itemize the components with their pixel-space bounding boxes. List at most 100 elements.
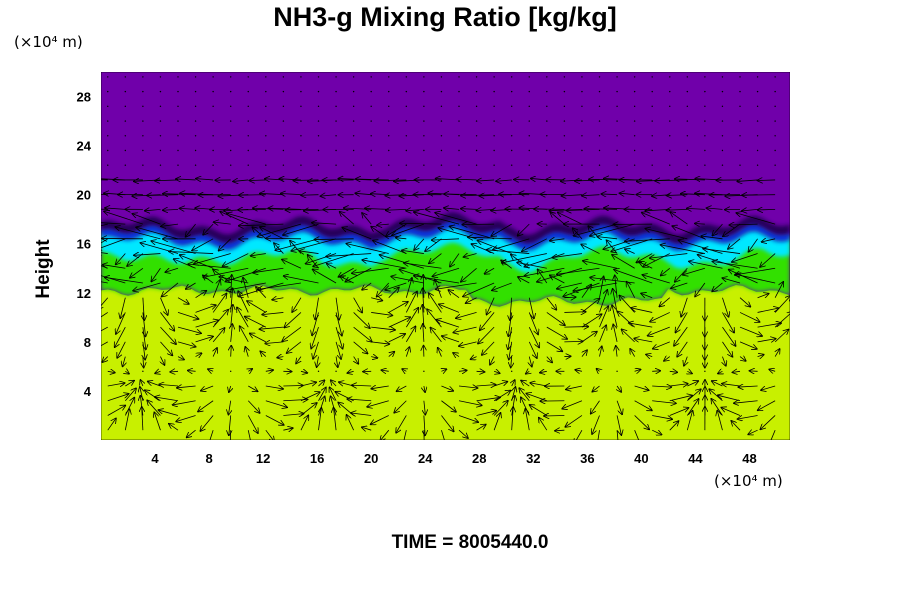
- vector-dot: [581, 164, 583, 166]
- vector-arrow: [659, 297, 671, 307]
- vector-dot: [633, 164, 636, 166]
- vector-arrow: [107, 394, 129, 402]
- vector-dot: [633, 90, 636, 93]
- vector-arrow: [397, 385, 407, 391]
- vector-arrow: [634, 400, 652, 411]
- x-tick-label: 36: [580, 451, 594, 466]
- vector-arrow: [284, 276, 319, 284]
- vector-arrow: [573, 282, 618, 291]
- vector-arrow: [683, 267, 706, 275]
- vector-dot: [124, 164, 127, 166]
- y-axis-unit: (×10⁴ m): [14, 33, 83, 51]
- vector-arrow: [227, 213, 266, 225]
- vector-arrow: [739, 326, 762, 336]
- vector-arrow: [552, 253, 583, 258]
- vector-arrow: [239, 224, 284, 226]
- vector-arrow: [188, 371, 196, 372]
- vector-dot: [546, 164, 548, 166]
- vector-arrow: [400, 269, 442, 284]
- vector-arrow: [722, 278, 741, 284]
- vector-arrow: [195, 353, 202, 356]
- vector-arrow: [494, 382, 507, 387]
- vector-arrow: [231, 289, 233, 313]
- vector-arrow: [687, 371, 691, 373]
- vector-dot: [563, 76, 566, 78]
- vector-arrow: [334, 408, 337, 431]
- vector-arrow: [251, 254, 266, 256]
- vector-dot: [756, 76, 759, 78]
- vector-arrow: [634, 369, 641, 371]
- vector-dot: [124, 76, 127, 78]
- vector-arrow: [405, 308, 418, 328]
- vector-arrow: [493, 391, 510, 402]
- vector-arrow: [260, 351, 265, 356]
- vector-arrow: [160, 356, 164, 365]
- vector-dot: [616, 105, 618, 108]
- vector-arrow: [160, 326, 176, 344]
- vector-arrow: [546, 312, 565, 325]
- y-tick-label: 28: [77, 90, 91, 105]
- vector-arrow: [611, 238, 653, 252]
- vector-arrow: [582, 350, 587, 357]
- vector-dot: [633, 105, 636, 108]
- vector-dot: [616, 149, 618, 152]
- vector-dot: [423, 164, 425, 166]
- vector-dot: [651, 90, 653, 93]
- vector-arrow: [223, 253, 249, 267]
- vector-dot: [352, 164, 355, 166]
- vector-arrow: [291, 238, 337, 251]
- vector-dot: [159, 105, 162, 108]
- vector-arrow: [575, 370, 583, 372]
- vector-arrow: [117, 341, 126, 358]
- vector-arrow: [348, 371, 354, 373]
- vector-dot: [563, 135, 566, 137]
- vector-arrow: [371, 298, 382, 301]
- y-tick-label: 16: [77, 237, 91, 252]
- vector-dot: [124, 90, 127, 93]
- vector-arrow: [318, 388, 326, 401]
- vector-dot: [107, 120, 109, 122]
- vector-arrow: [380, 255, 425, 269]
- vector-arrow: [371, 415, 389, 424]
- vector-arrow: [247, 415, 258, 432]
- vector-dot: [546, 135, 548, 137]
- vector-dot: [475, 90, 478, 93]
- vector-arrow: [599, 290, 608, 313]
- vector-dot: [388, 76, 390, 78]
- vector-arrow: [101, 208, 108, 210]
- vector-arrow: [313, 341, 319, 359]
- vector-arrow: [774, 312, 790, 328]
- vector-dot: [142, 76, 144, 78]
- vector-dot: [229, 105, 232, 108]
- vector-dot: [651, 164, 653, 166]
- vector-dot: [370, 90, 372, 93]
- vector-arrow: [453, 326, 477, 332]
- vector-arrow: [438, 348, 442, 357]
- vector-arrow: [737, 180, 758, 181]
- vector-arrow: [351, 413, 372, 415]
- vector-arrow: [687, 389, 700, 402]
- vector-arrow: [116, 253, 126, 265]
- vector-dot: [721, 164, 724, 166]
- vector-arrow: [219, 238, 231, 251]
- vector-dot: [370, 120, 372, 122]
- vector-arrow: [160, 312, 174, 330]
- vector-arrow: [231, 324, 233, 342]
- vector-arrow: [176, 415, 196, 421]
- vector-arrow: [394, 400, 407, 413]
- vector-arrow: [177, 326, 201, 333]
- x-tick-label: 32: [526, 451, 540, 466]
- vector-arrow: [243, 278, 249, 298]
- vector-arrow: [313, 253, 354, 267]
- vector-arrow: [296, 356, 301, 364]
- heatmap-field: [101, 72, 790, 440]
- vector-dot: [669, 120, 671, 122]
- y-tick-label: 4: [84, 384, 92, 399]
- vector-arrow: [425, 238, 442, 251]
- vector-arrow: [761, 385, 776, 390]
- vector-arrow: [124, 398, 134, 416]
- vector-arrow: [195, 320, 219, 328]
- vector-arrow: [404, 263, 442, 269]
- vector-arrow: [463, 282, 495, 296]
- vector-arrow: [582, 195, 600, 196]
